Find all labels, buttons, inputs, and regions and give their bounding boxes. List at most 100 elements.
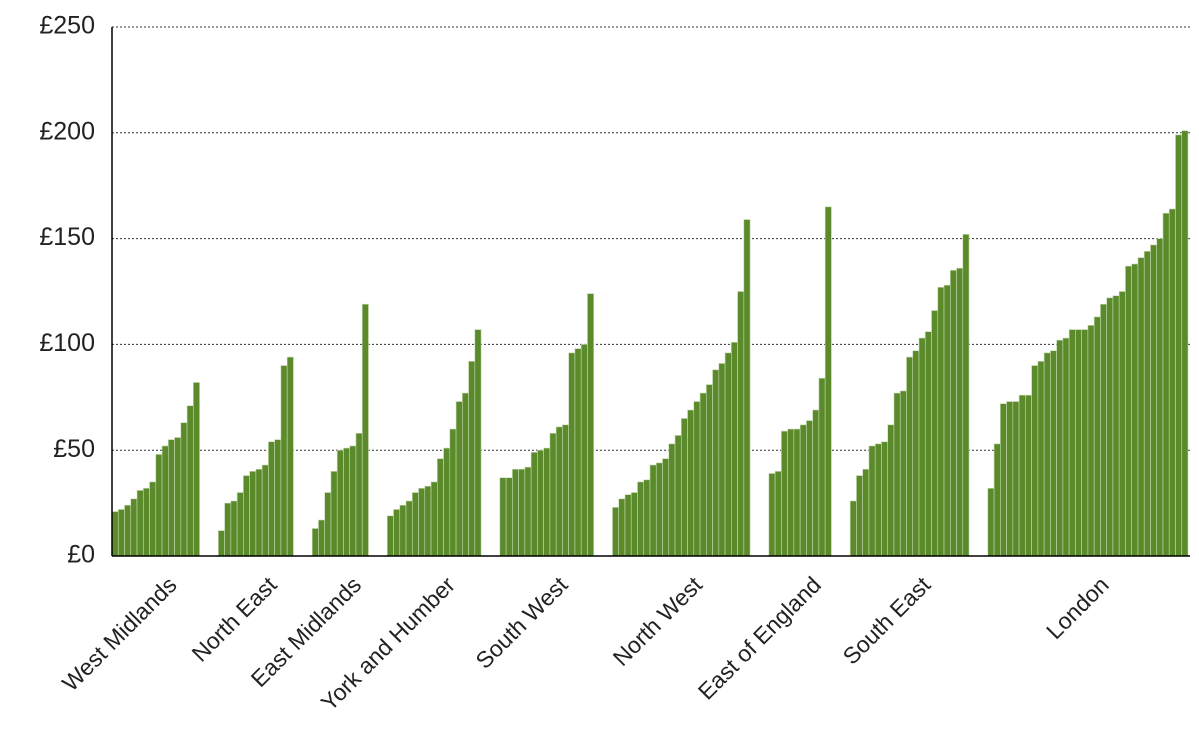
bar xyxy=(693,401,701,557)
bar xyxy=(931,310,939,557)
bar xyxy=(1018,394,1026,557)
bar xyxy=(949,270,957,557)
bar xyxy=(674,435,682,557)
bar xyxy=(117,509,125,557)
bar xyxy=(1162,212,1170,557)
bar xyxy=(405,500,413,557)
bar xyxy=(218,530,225,557)
bar xyxy=(1143,250,1151,557)
bar xyxy=(255,468,263,557)
bar xyxy=(261,464,269,557)
bar xyxy=(499,477,507,557)
bar xyxy=(643,479,651,557)
bar xyxy=(1068,329,1076,557)
bar xyxy=(1137,257,1145,557)
bar xyxy=(868,445,876,557)
bar xyxy=(662,458,670,557)
bar xyxy=(580,344,588,557)
bar xyxy=(906,356,914,557)
bar xyxy=(286,356,294,557)
bar xyxy=(1087,325,1095,557)
bar xyxy=(443,447,451,557)
bar xyxy=(249,471,257,557)
bar xyxy=(530,452,538,557)
bar xyxy=(568,352,576,557)
y-tick-label: £150 xyxy=(39,223,95,251)
bar xyxy=(912,350,920,557)
bar xyxy=(468,361,476,557)
bar xyxy=(818,377,826,557)
bar xyxy=(1031,365,1039,557)
bar xyxy=(1081,329,1089,557)
bar xyxy=(812,409,820,557)
bar xyxy=(455,401,463,557)
bar xyxy=(849,500,857,557)
bar xyxy=(411,492,419,557)
bar xyxy=(543,447,551,557)
bar xyxy=(393,509,401,557)
bar xyxy=(1100,303,1107,557)
bar xyxy=(699,392,707,557)
bar xyxy=(1025,394,1032,557)
y-tick-label: £0 xyxy=(67,541,95,569)
bar xyxy=(512,468,519,557)
x-tick-label: West Midlands xyxy=(57,571,182,696)
bar xyxy=(1181,130,1189,557)
bar xyxy=(224,502,232,557)
bar xyxy=(943,284,951,557)
bar xyxy=(161,445,169,557)
bar xyxy=(399,504,407,557)
bar xyxy=(737,291,745,557)
bar xyxy=(537,449,544,557)
y-tick-label: £250 xyxy=(39,12,95,40)
bar xyxy=(649,464,657,557)
bar xyxy=(881,441,889,557)
bar xyxy=(1000,403,1007,557)
bar xyxy=(418,487,426,557)
bar xyxy=(474,329,482,557)
bar xyxy=(655,462,663,557)
bar xyxy=(956,267,964,557)
bar xyxy=(318,519,325,557)
bar xyxy=(1106,297,1114,557)
bar xyxy=(1131,263,1139,557)
bar xyxy=(668,443,676,557)
bar xyxy=(430,481,438,557)
bar xyxy=(142,487,150,557)
x-tick-label: South West xyxy=(470,571,573,674)
bar xyxy=(1112,295,1120,557)
bar xyxy=(793,428,801,557)
y-tick-label: £50 xyxy=(53,435,95,463)
bar xyxy=(706,384,713,557)
bar xyxy=(361,303,369,557)
bar xyxy=(449,428,457,557)
bar xyxy=(349,445,357,557)
bar xyxy=(630,492,638,557)
x-tick-label: North West xyxy=(608,571,708,671)
bar xyxy=(937,286,945,557)
bar xyxy=(724,352,732,557)
y-tick-label: £200 xyxy=(39,117,95,145)
bar xyxy=(243,475,250,557)
bar xyxy=(149,481,157,557)
bar xyxy=(918,337,926,557)
x-tick-label: South East xyxy=(837,571,935,669)
bar xyxy=(130,498,138,557)
bar xyxy=(1075,329,1082,557)
bar xyxy=(1168,208,1176,557)
bar xyxy=(230,500,238,557)
bar xyxy=(768,473,776,557)
bar xyxy=(799,424,807,557)
bar xyxy=(874,443,882,557)
bar xyxy=(718,363,726,557)
bar xyxy=(111,511,119,557)
bar xyxy=(174,437,182,557)
bar xyxy=(386,515,394,557)
bar xyxy=(680,418,688,557)
bar xyxy=(136,490,144,557)
bar xyxy=(193,382,200,557)
bar xyxy=(180,422,188,557)
bar xyxy=(280,365,288,557)
